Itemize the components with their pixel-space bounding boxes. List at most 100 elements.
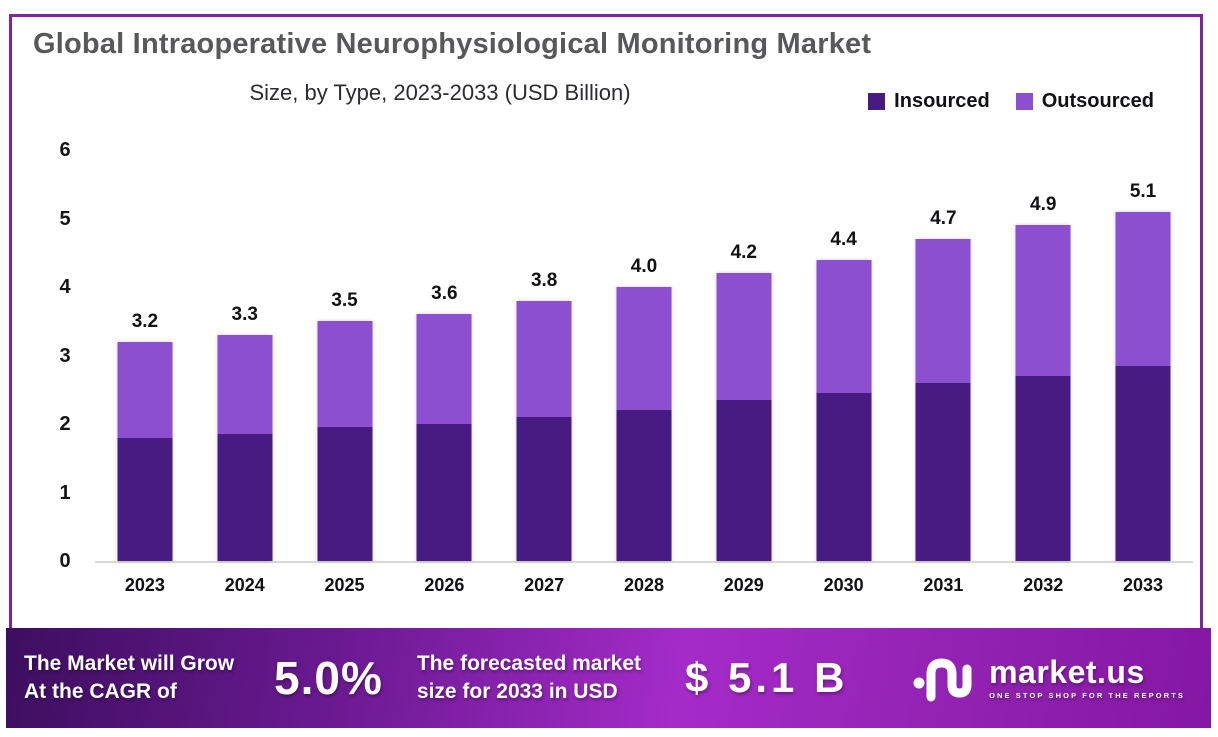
cagr-value: 5.0% [274,652,383,704]
legend-swatch-insourced [868,93,886,110]
y-tick-label-5: 5 [59,207,71,230]
x-tick-label-2033: 2033 [1123,575,1164,595]
x-tick-label-2027: 2027 [524,575,565,595]
forecast-caption-line2: size for 2033 in USD [416,680,618,703]
x-tick-label-2029: 2029 [723,575,764,595]
y-tick-label-3: 3 [59,344,71,367]
bar-segment-outsourced-2031 [915,239,971,383]
y-tick-label-4: 4 [59,276,71,298]
bar-segment-insourced-2028 [616,410,672,561]
bar-stack-2028 [616,287,672,561]
x-tick-label-2024: 2024 [224,575,265,595]
total-value-label-2025: 3.5 [331,290,358,312]
y-tick-label-2: 2 [59,413,71,435]
bar-segment-insourced-2033 [1115,365,1171,561]
total-value-label-2033: 5.1 [1129,180,1157,202]
bar-stack-2023 [117,341,173,561]
bar-segment-outsourced-2023 [117,341,173,438]
total-value-label-2029: 4.2 [730,242,757,264]
chart-subtitle: Size, by Type, 2023-2033 (USD Billion) [249,80,631,105]
bar-stack-2033 [1115,211,1171,561]
bar-group-2029: 4.2 2029 [694,150,794,595]
bar-group-2026: 3.6 2026 [394,150,494,595]
cagr-caption: The Market will Grow At the CAGR of [24,650,234,707]
y-tick-label-1: 1 [59,481,71,504]
bar-segment-outsourced-2024 [217,334,273,435]
bar-group-2027: 3.8 2027 [494,150,594,595]
bar-group-2024: 3.3 2024 [195,150,295,595]
bar-segment-insourced-2031 [915,382,971,561]
total-value-label-2026: 3.6 [431,283,458,305]
bar-segment-outsourced-2028 [616,287,672,411]
bar-segment-insourced-2027 [516,417,572,561]
bar-stack-2032 [1015,225,1071,561]
bar-group-2031: 4.7 2031 [894,150,994,595]
legend-label: Outsourced [1041,90,1154,112]
bar-segment-outsourced-2033 [1115,211,1171,366]
bar-segment-outsourced-2029 [716,273,772,401]
x-tick-label-2026: 2026 [424,575,465,595]
y-tick-label-0: 0 [59,550,71,572]
bar-stack-2029 [716,273,772,561]
bar-stack-2026 [416,314,472,561]
bar-segment-outsourced-2025 [317,321,373,428]
market-us-brand: market.us ONE STOP SHOP FOR THE REPORTS [913,652,1185,704]
y-tick-label-6: 6 [59,139,71,161]
x-tick-label-2025: 2025 [324,575,365,595]
bar-segment-insourced-2024 [217,434,273,561]
forecast-caption: The forecasted market size for 2033 in U… [417,650,641,707]
x-tick-label-2023: 2023 [124,575,165,595]
legend-item-outsourced: Outsourced [1015,90,1154,113]
x-tick-label-2030: 2030 [823,575,864,595]
bar-stack-2031 [915,239,971,561]
bar-group-2028: 4.0 2028 [594,150,694,595]
legend-label: Insourced [894,90,990,112]
cagr-caption-line1: The Market will Grow [24,651,235,675]
footer-banner: The Market will Grow At the CAGR of 5.0%… [6,628,1211,728]
bar-stack-2030 [816,259,872,561]
total-value-label-2028: 4.0 [630,256,658,277]
brand-tagline: ONE STOP SHOP FOR THE REPORTS [989,691,1185,700]
bar-segment-insourced-2032 [1015,376,1071,561]
total-value-label-2032: 4.9 [1030,194,1057,216]
x-tick-label-2032: 2032 [1023,575,1064,595]
bar-segment-insourced-2023 [117,437,173,561]
stacked-bar-plot: 3.2 2023 3.3 2024 3.5 2025 3.6 2026 3.8 2027 4.0 20… [95,150,1193,595]
bar-segment-outsourced-2030 [816,259,872,394]
bar-stack-2024 [217,334,273,561]
legend-swatch-outsourced [1015,93,1033,110]
chart-title: Global Intraoperative Neurophysiological… [33,28,872,60]
total-value-label-2031: 4.7 [930,208,957,230]
total-value-label-2024: 3.3 [231,303,258,325]
x-tick-label-2028: 2028 [623,575,664,595]
bar-segment-insourced-2026 [416,424,472,561]
bar-segment-insourced-2025 [317,427,373,561]
forecast-value: $ 5.1 B [685,654,849,701]
bar-group-2025: 3.5 2025 [295,150,395,595]
cagr-caption-line2: At the CAGR of [24,680,177,703]
bar-group-2032: 4.9 2032 [993,150,1093,595]
market-us-logo-icon [913,658,972,702]
total-value-label-2027: 3.8 [530,269,558,291]
total-value-label-2030: 4.4 [830,228,857,250]
bar-stack-2025 [317,321,373,561]
bar-group-2033: 5.1 2033 [1093,150,1193,595]
total-value-label-2023: 3.2 [131,310,159,332]
x-tick-label-2031: 2031 [923,575,964,595]
bar-stack-2027 [516,300,572,561]
bar-group-2023: 3.2 2023 [95,150,195,595]
y-axis: 0 1 2 3 4 5 6 [47,139,83,572]
forecast-caption-line1: The forecasted market [416,651,641,675]
bar-segment-outsourced-2027 [516,300,572,418]
bar-group-2030: 4.4 2030 [794,150,894,595]
legend-item-insourced: Insourced [868,90,990,113]
bar-segment-insourced-2029 [716,400,772,561]
brand-name: market.us [989,654,1145,690]
chart-frame-border [9,14,1203,636]
bar-segment-insourced-2030 [816,393,872,561]
bar-segment-outsourced-2032 [1015,225,1071,377]
chart-legend: Insourced Outsourced [868,90,1154,113]
bar-segment-outsourced-2026 [416,314,472,424]
brand-text-block: market.us ONE STOP SHOP FOR THE REPORTS [989,656,1185,700]
